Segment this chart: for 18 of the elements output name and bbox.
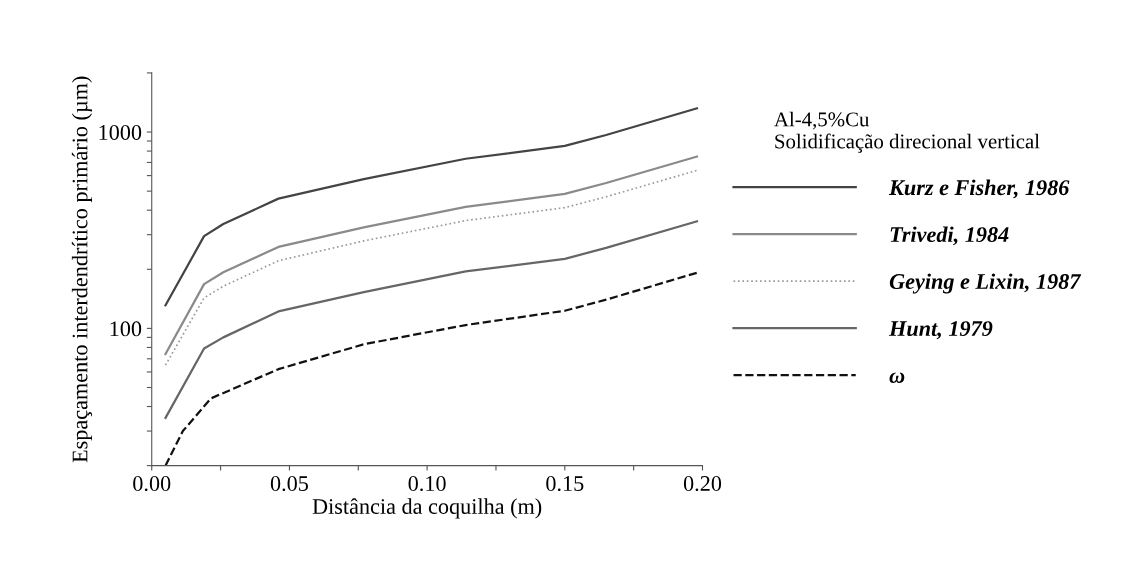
legend-title: Al-4,5%Cu Solidificação direcional vertical — [774, 111, 1040, 153]
x-axis-title: Distância da coquilha (m) — [312, 498, 542, 519]
line-series — [164, 271, 699, 466]
y-tick-label: 100 — [110, 321, 142, 337]
x-tick-label: 0.05 — [270, 475, 309, 492]
text: Geying e Lixin, 1987 — [889, 273, 1082, 294]
line-series — [164, 107, 699, 307]
x-tick-label: 0.15 — [546, 475, 584, 492]
line-series — [164, 220, 699, 420]
x-tick-label: 0.20 — [683, 475, 722, 492]
x-tick-label: 0.10 — [408, 475, 446, 492]
text: Kurz e Fisher, 1986 — [888, 179, 1070, 199]
x-tick-label: 0.00 — [133, 475, 171, 492]
y-tick-label: 1000 — [99, 124, 142, 140]
y-axis-title: Espaçamento interdendrítico primário (µm) — [71, 76, 93, 463]
text: Trivedi, 1984 — [890, 226, 1009, 246]
text: Hunt, 1979 — [888, 321, 993, 340]
text: ω — [889, 372, 905, 384]
